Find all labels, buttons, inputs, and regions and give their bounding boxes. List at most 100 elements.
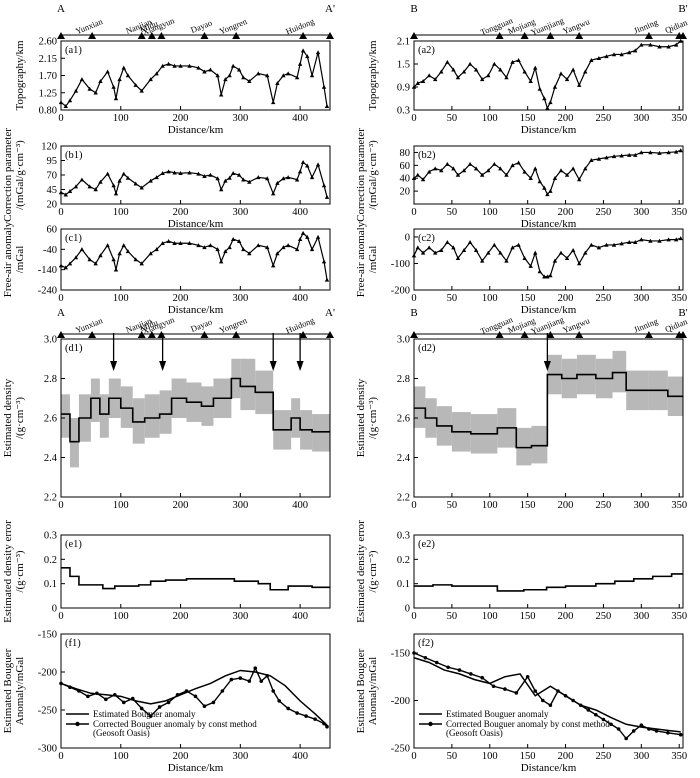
data-point [564, 172, 570, 177]
corrected-bouguer-point [166, 700, 171, 705]
corrected-bouguer-point [609, 722, 613, 727]
x-tick-label: 50 [447, 751, 458, 762]
x-tick-label: 0 [411, 207, 416, 218]
data-point [202, 69, 207, 74]
data-point [58, 263, 64, 268]
corrected-bouguer-point [514, 691, 519, 695]
series-line [413, 237, 681, 278]
density-uncertainty-band [414, 386, 426, 428]
y-tick-label: 2.8 [397, 374, 410, 385]
y-tick-label: 0.9 [397, 83, 410, 94]
x-tick-label: 200 [173, 500, 189, 511]
data-point [300, 160, 306, 165]
axes-frame [60, 40, 331, 111]
data-point [247, 179, 252, 184]
data-point [589, 57, 594, 62]
data-point [87, 86, 92, 91]
station-label: Qidian [663, 17, 689, 35]
y-tick-label: 2.60 [39, 37, 57, 48]
legend-corrected-note: (Geosoft Oasis) [93, 728, 150, 738]
panel-label: (f2) [418, 638, 434, 649]
y-axis-label: /(g·cm⁻³) [367, 397, 379, 439]
data-point [461, 69, 467, 74]
data-point [236, 172, 242, 177]
data-point [98, 253, 103, 258]
series-line [60, 161, 328, 198]
profile-end-label-left: A' [325, 3, 335, 15]
data-point [467, 240, 473, 245]
station-label: Jinning [632, 316, 660, 335]
station-triangle [232, 331, 241, 338]
y-axis-label: Free-air anomaly [2, 221, 14, 297]
corrected-bouguer-point [95, 691, 99, 696]
panel-label: (e2) [418, 539, 435, 550]
data-point [411, 84, 417, 89]
profile-end-label-right: B' [678, 3, 687, 15]
data-point [93, 187, 98, 192]
corrected-bouguer-point [678, 732, 683, 737]
data-point [219, 92, 224, 97]
corrected-bouguer-point [121, 700, 126, 705]
data-point [121, 65, 126, 70]
corrected-bouguer-point [130, 696, 135, 701]
x-tick-label: 100 [482, 293, 498, 304]
station-triangle [157, 32, 166, 39]
data-point [479, 77, 485, 82]
data-point [552, 258, 558, 263]
data-point [133, 181, 138, 186]
panel-label: (f1) [65, 638, 81, 649]
data-point [633, 240, 638, 245]
y-tick-label: 0.1 [397, 579, 410, 590]
station-label: Jinning [632, 17, 660, 36]
y-axis-label: Estimated density [2, 378, 14, 457]
x-tick-label: 200 [173, 113, 189, 124]
profile-end-triangle [326, 32, 334, 39]
station-triangle [200, 32, 209, 39]
data-point [570, 67, 576, 72]
data-point [230, 236, 236, 241]
data-point [558, 71, 564, 76]
profile-start-triangle [57, 32, 65, 39]
legend-corrected-label: Corrected Bouguer anomaly by const metho… [93, 719, 257, 729]
data-point [473, 67, 479, 72]
x-tick-label: 350 [671, 751, 687, 762]
corrected-bouguer-point [631, 729, 636, 733]
data-point [125, 175, 131, 180]
station-triangle [495, 331, 504, 338]
profile-end-label-right-2: B' [678, 307, 687, 319]
axes-frame [413, 228, 684, 291]
data-point [451, 166, 456, 171]
data-point [73, 184, 79, 189]
x-tick-label: 150 [520, 751, 536, 762]
data-point [300, 230, 306, 235]
x-tick-label: 100 [113, 500, 129, 511]
data-point [117, 178, 122, 183]
data-point [537, 179, 542, 184]
data-point [178, 241, 183, 246]
y-tick-label: 0 [52, 604, 57, 615]
data-point [297, 236, 303, 241]
panel-a2-topography: 0 50 100 150 200 250 300 350 0.3 0.9 1.5 2.1 (a2) Dis… [367, 37, 687, 137]
panel-c2-free-air-anomaly: 0 50 100 150 200 250 300 350 -200 -100 0 (c2) Distan… [355, 221, 687, 316]
corrected-bouguer-point [259, 679, 264, 683]
step-line [414, 371, 683, 449]
data-point [265, 176, 270, 181]
station-triangle [299, 32, 308, 39]
x-tick-label: 0 [58, 207, 63, 218]
corrected-bouguer-point [563, 693, 568, 698]
data-point [125, 249, 131, 254]
data-point [63, 265, 68, 270]
y-axis-label: Estimated density error [355, 520, 367, 623]
data-point [63, 192, 68, 197]
y-axis-label: Estimated Bouguer [355, 648, 367, 733]
y-axis-label: Estimated density error [2, 520, 14, 623]
data-point [294, 75, 300, 80]
station-label: Dayao [189, 17, 213, 35]
density-uncertainty-band [99, 394, 109, 438]
x-tick-label: 100 [113, 611, 129, 622]
data-point [309, 247, 315, 252]
data-point [202, 245, 207, 250]
data-point [160, 171, 165, 176]
